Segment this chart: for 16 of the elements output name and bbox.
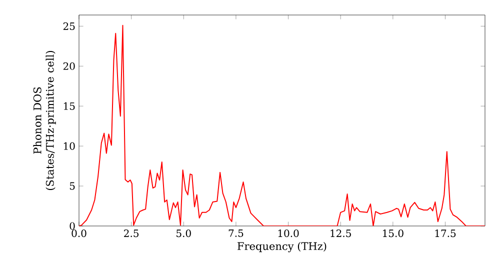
- x-tick-label: 12.5: [330, 230, 351, 238]
- x-axis-title: Frequency (THz): [238, 242, 326, 252]
- x-tick-label: 2.5: [124, 230, 139, 238]
- x-tick-label: 10.0: [278, 230, 299, 238]
- x-tick-label: 5.0: [176, 230, 191, 238]
- x-tick-label: 15.0: [383, 230, 404, 238]
- x-tick-label: 17.5: [435, 230, 456, 238]
- x-tick-label: 0.0: [72, 230, 86, 238]
- y-tick-label: 20: [63, 62, 75, 70]
- y-tick-label: 10: [64, 142, 75, 150]
- y-axis-title: Phonon DOS (States/THz·primitive cell): [33, 50, 56, 190]
- y-tick-label: 25: [63, 22, 75, 30]
- y-tick-label: 5: [70, 182, 75, 190]
- x-tick-label: 7.5: [228, 230, 244, 237]
- y-tick-label: 0: [70, 222, 75, 230]
- y-tick-label: 15: [64, 102, 75, 110]
